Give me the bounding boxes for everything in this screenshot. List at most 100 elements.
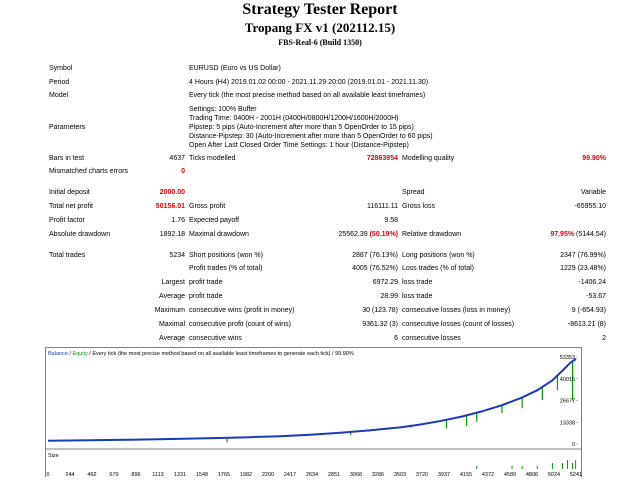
x-tick-label: 1548 [196,472,208,477]
x-tick-label: 5024 [548,472,560,477]
profit-factor-label: Profit factor [49,217,85,224]
quality-value: 99.90% [582,155,606,162]
parameter-line: Pipstep: 5 pips (Auto-Increment after mo… [189,124,414,131]
size-series [476,460,577,469]
absolute-drawdown-value: 1892.18 [159,231,185,238]
gross-loss-label: Gross loss [402,203,436,210]
profit-trades-value: 4005 (76.52%) [352,265,398,272]
maximal-drawdown-value: 25562.39 (50.19%) [338,231,398,238]
x-tick-label: 3503 [394,472,406,477]
y-tick-label: 53353 [560,355,575,361]
x-tick-label: 1765 [218,472,230,477]
largest-loss-label: loss trade [402,279,433,286]
parameters-label: Parameters [49,124,86,131]
largest-profit-label: profit trade [189,279,223,286]
x-tick-label: 462 [87,472,96,477]
deposit-value: 2000.00 [159,189,185,196]
avg-cons-losses-value: 2 [602,335,606,342]
long-positions-value: 2347 (76.99%) [560,252,606,259]
legend-equity: Equity [72,351,88,357]
server-build: FBS-Real-6 (Build 1350) [278,38,362,47]
x-tick-label: 4589 [504,472,516,477]
loss-trades-label: Loss trades (% of total) [402,265,474,272]
x-tick-label: 244 [65,472,74,477]
x-tick-label: 2200 [262,472,274,477]
y-tick-label: 26677 [560,399,575,405]
legend-balance: Balance [48,351,68,357]
largest-label: Largest [161,279,185,286]
maximal-loss-label: consecutive losses (count of losses) [402,321,515,328]
deposit-label: Initial deposit [49,189,90,196]
x-tick-label: 2417 [284,472,296,477]
size-label: Size [48,453,59,459]
avg-cons-losses-label: consecutive losses [402,335,461,342]
spread-value: Variable [580,189,606,196]
total-trades-label: Total trades [49,252,86,259]
chart-legend: Balance / Equity / Every tick (the most … [48,351,354,357]
quality-label: Modelling quality [402,155,455,162]
absolute-drawdown-label: Absolute drawdown [49,231,111,238]
expected-payoff-value: 9.58 [384,217,398,224]
spread-label: Spread [402,189,425,196]
max-cons-wins-value: 30 (123.78) [362,307,398,314]
gross-profit-value: 116111.11 [366,203,398,210]
chart-grid [576,356,578,445]
x-tick-label: 896 [131,472,140,477]
x-tick-label: 1113 [152,472,163,477]
symbol-label: Symbol [49,65,73,72]
y-tick-label: 13338 [560,420,575,426]
maximal-drawdown-label: Maximal drawdown [189,231,249,238]
x-tick-label: 3068 [350,472,362,477]
total-trades-value: 5234 [169,252,185,259]
x-tick-label: 1331 [174,472,186,477]
average-profit-value: 28.99 [380,293,398,300]
largest-profit-value: 6972.29 [372,279,398,286]
net-profit-label: Total net profit [49,203,93,210]
maximal-profit-value: 9361.32 (3) [362,321,398,328]
x-tick-label: 1982 [240,472,252,477]
model-label: Model [49,92,69,99]
x-tick-label: 679 [109,472,118,477]
period-label: Period [49,79,70,86]
maximal-profit-label: consecutive profit (count of wins) [189,321,291,328]
long-positions-label: Long positions (won %) [402,252,475,259]
x-tick-label: 4155 [460,472,472,477]
mismatch-label: Mismatched charts errors [49,168,128,175]
maximal-loss-value: -8613.21 (8) [567,321,606,328]
expected-payoff-label: Expected payoff [189,217,240,224]
avg-cons-wins-value: 6 [394,335,398,342]
max-cons-losses-value: 9 (-654.93) [571,307,606,314]
parameter-line: Open After Last Closed Order Time Settin… [189,142,409,149]
bars-label: Bars in test [49,155,85,162]
maximal-drawdown-pct: (50.19%) [369,231,398,238]
gross-loss-value: -65955.10 [574,203,606,210]
avg-cons-wins-label: consecutive wins [189,335,242,342]
net-profit-value: 50156.01 [155,203,185,210]
relative-drawdown-value: 97.95% (5144.54) [550,231,606,238]
symbol-value: EURUSD (Euro vs US Dollar) [189,65,281,72]
x-tick-label: 3720 [416,472,428,477]
x-tick-label: 3286 [372,472,384,477]
gross-profit-label: Gross profit [189,203,226,210]
max-cons-wins-label: consecutive wins (profit in money) [189,307,295,314]
y-tick-label: 40015 [560,377,575,383]
period-value: 4 Hours (H4) 2019.01.02 00:00 - 2021.11.… [189,79,429,86]
x-tick-label: 4806 [526,472,538,477]
loss-trades-value: 1229 (23.48%) [560,265,606,272]
largest-loss-value: -1406.24 [578,279,606,286]
profit-factor-value: 1.76 [171,217,185,224]
profit-trades-label: Profit trades (% of total) [189,265,263,272]
report-title: Strategy Tester Report [242,1,398,18]
x-axis-ticks: 0 244 462 679 896 1113 1331 1548 1765 1982 2200 241… [46,472,582,477]
average-cons-label: Average [159,335,185,342]
y-tick-label: 0 [572,442,575,448]
x-tick-label: 4372 [482,472,494,477]
average-profit-label: profit trade [189,293,223,300]
model-value: Every tick (the most precise method base… [189,92,426,99]
parameter-line: Trading Time: 0400H - 2001H (0400H/0800H… [189,115,399,122]
legend-description: / Every tick (the most precise method ba… [88,351,354,357]
short-positions-value: 2887 (76.13%) [352,252,398,259]
balance-chart: Balance / Equity / Every tick (the most … [45,347,582,477]
balance-line [47,358,577,442]
y-axis-ticks: 53353 40015 26677 13338 0 [560,355,575,448]
